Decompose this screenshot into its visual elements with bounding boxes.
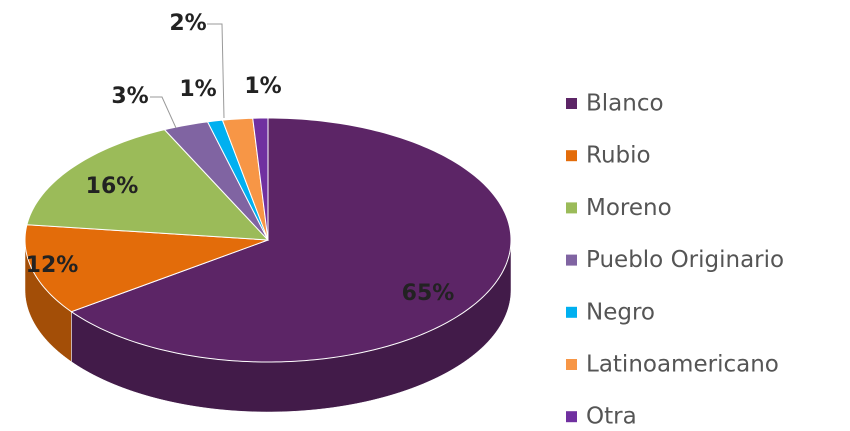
slice [221, 117, 269, 241]
legend-swatch [566, 254, 577, 266]
data-label: 1% [179, 77, 216, 102]
legend-label: Moreno [586, 195, 672, 221]
legend-label: Rubio [586, 143, 651, 169]
data-label: 2% [169, 11, 206, 36]
legend-label: Blanco [586, 91, 664, 117]
legend-swatch [566, 411, 577, 423]
leader-line [207, 23, 225, 119]
slice [24, 224, 269, 313]
legend-label: Negro [586, 299, 655, 325]
data-label: 65% [402, 281, 455, 306]
data-label: 1% [244, 74, 281, 99]
legend-swatch [566, 98, 577, 109]
slice [163, 121, 269, 241]
legend-label: Latinoamericano [586, 352, 779, 378]
legend-label: Pueblo Originario [586, 247, 784, 273]
legend-label: Otra [586, 404, 637, 430]
legend-swatch [566, 306, 577, 318]
legend-swatch [566, 202, 577, 214]
legend-swatch [566, 359, 577, 370]
data-label: 3% [111, 84, 148, 109]
slice [26, 129, 270, 241]
leader-line [150, 96, 177, 129]
data-label: 12% [26, 253, 79, 278]
slice [252, 117, 269, 241]
legend-swatch [566, 150, 577, 162]
slice [70, 117, 512, 363]
data-label: 16% [86, 174, 139, 199]
